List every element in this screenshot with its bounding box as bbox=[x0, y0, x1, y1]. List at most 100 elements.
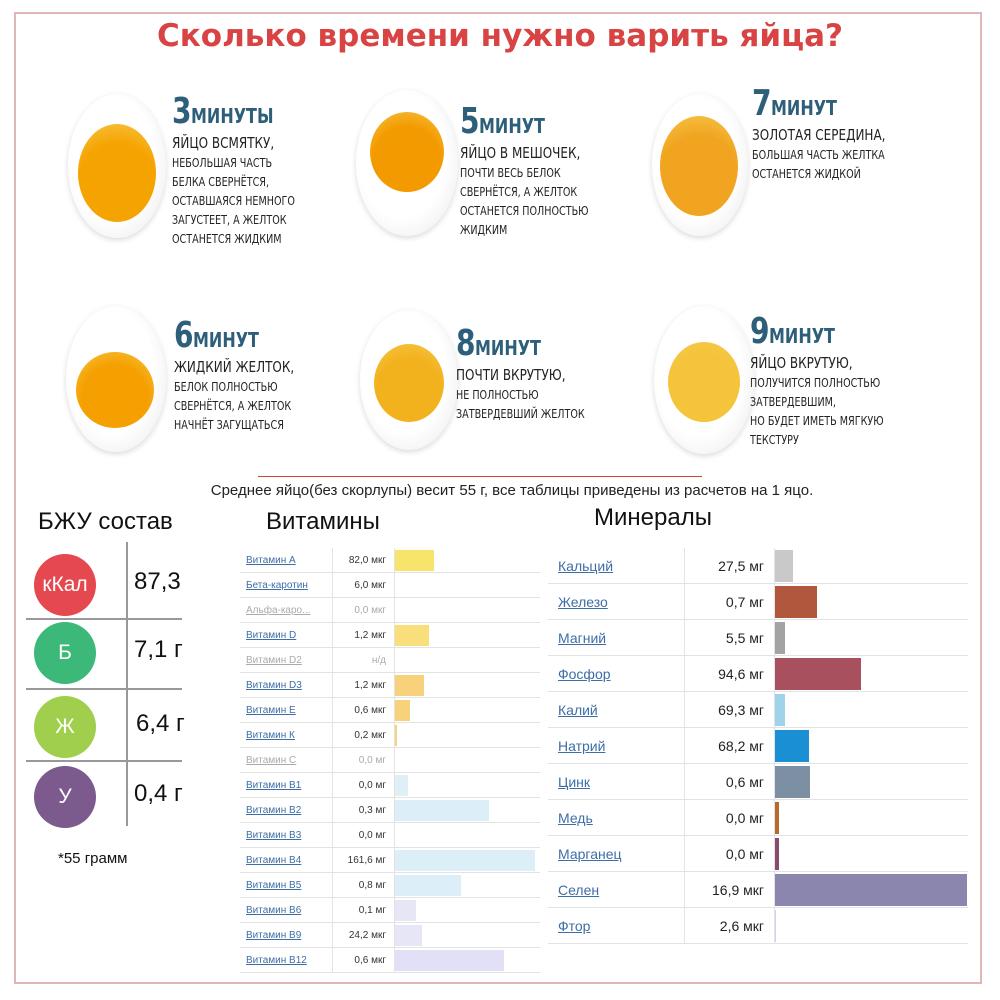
egg-minutes-number: 7 bbox=[752, 83, 772, 124]
vitamins-title: Витамины bbox=[266, 508, 380, 535]
egg-image-8min bbox=[360, 310, 458, 450]
egg-image-5min bbox=[356, 90, 458, 236]
mineral-bar bbox=[775, 694, 785, 726]
mineral-name-link[interactable]: Цинк bbox=[558, 774, 591, 790]
vitamin-name-link[interactable]: Витамин В5 bbox=[246, 880, 302, 891]
cell-separator bbox=[332, 923, 333, 947]
cell-separator bbox=[332, 748, 333, 772]
cell-separator bbox=[394, 873, 395, 897]
cell-separator bbox=[332, 798, 333, 822]
egg-yolk bbox=[374, 344, 444, 422]
vitamin-name-link[interactable]: Витамин С bbox=[246, 755, 297, 766]
vitamin-name-link[interactable]: Бета-каротин bbox=[246, 580, 308, 591]
cell-separator bbox=[332, 573, 333, 597]
vitamin-name-link[interactable]: Витамин D2 bbox=[246, 655, 302, 666]
vitamin-value: 0,0 мг bbox=[358, 755, 386, 766]
vitamin-name-link[interactable]: Витамин D3 bbox=[246, 680, 302, 691]
mineral-value: 68,2 мг bbox=[718, 738, 764, 754]
mineral-name-link[interactable]: Фосфор bbox=[558, 666, 611, 682]
kcal-badge: кКал bbox=[34, 554, 96, 616]
cell-separator bbox=[332, 773, 333, 797]
cell-separator bbox=[332, 623, 333, 647]
egg-image-9min bbox=[654, 306, 754, 454]
vitamin-bar bbox=[395, 775, 408, 796]
egg-headline: ЖИДКИЙ ЖЕЛТОК, bbox=[174, 358, 295, 376]
cell-separator bbox=[394, 673, 395, 697]
cell-separator bbox=[332, 898, 333, 922]
cell-separator bbox=[332, 698, 333, 722]
cell-separator bbox=[684, 800, 685, 835]
vitamin-name-link[interactable]: Витамин К bbox=[246, 730, 295, 741]
cell-separator bbox=[332, 948, 333, 972]
minerals-title: Минералы bbox=[594, 504, 712, 531]
mineral-row: Фосфор 94,6 мг bbox=[548, 656, 968, 692]
mineral-bar bbox=[775, 622, 785, 654]
cell-separator bbox=[774, 872, 775, 907]
egg-text-5min: 5МИНУТ ЯЙЦО В МЕШОЧЕК, ПОЧТИ ВЕСЬ БЕЛОК … bbox=[460, 104, 621, 240]
vitamin-row: Альфа-каро... 0,0 мкг bbox=[240, 598, 540, 623]
cell-separator bbox=[394, 573, 395, 597]
mineral-name-link[interactable]: Железо bbox=[558, 594, 608, 610]
cell-separator bbox=[774, 728, 775, 763]
vitamin-value: 6,0 мкг bbox=[354, 580, 386, 591]
egg-yolk bbox=[78, 124, 156, 222]
egg-minutes-unit: МИНУТ bbox=[769, 324, 836, 348]
cell-separator bbox=[332, 873, 333, 897]
vitamin-row: Витамин D 1,2 мкг bbox=[240, 623, 540, 648]
mineral-name-link[interactable]: Медь bbox=[558, 810, 593, 826]
egg-description: НЕБОЛЬШАЯ ЧАСТЬ БЕЛКА СВЕРНЁТСЯ, ОСТАВША… bbox=[172, 156, 295, 246]
mineral-name-link[interactable]: Натрий bbox=[558, 738, 606, 754]
mineral-row: Селен 16,9 мкг bbox=[548, 872, 968, 908]
vitamin-name-link[interactable]: Витамин В3 bbox=[246, 830, 302, 841]
mineral-name-link[interactable]: Кальций bbox=[558, 558, 614, 574]
vitamin-name-link[interactable]: Витамин В1 bbox=[246, 780, 302, 791]
mineral-name-link[interactable]: Калий bbox=[558, 702, 598, 718]
vitamins-table: Витамин А 82,0 мкг Бета-каротин 6,0 мкг Альф… bbox=[240, 548, 540, 973]
mineral-row: Натрий 68,2 мг bbox=[548, 728, 968, 764]
cell-separator bbox=[774, 836, 775, 871]
average-egg-note: Среднее яйцо(без скорлупы) весит 55 г, в… bbox=[210, 482, 814, 499]
vitamin-name-link[interactable]: Витамин D bbox=[246, 630, 297, 641]
egg-minutes-number: 8 bbox=[456, 323, 476, 364]
bzu-divider bbox=[26, 760, 182, 762]
cell-separator bbox=[774, 800, 775, 835]
vitamin-name-link[interactable]: Витамин В4 bbox=[246, 855, 302, 866]
bzu-title: БЖУ состав bbox=[38, 508, 173, 535]
vitamin-name-link[interactable]: Альфа-каро... bbox=[246, 605, 311, 616]
vitamin-name-link[interactable]: Витамин В12 bbox=[246, 955, 307, 966]
cell-separator bbox=[774, 908, 775, 943]
vitamin-name-link[interactable]: Витамин Е bbox=[246, 705, 296, 716]
vitamin-bar bbox=[395, 900, 416, 921]
protein-value: 7,1 г bbox=[134, 636, 183, 663]
mineral-name-link[interactable]: Фтор bbox=[558, 918, 591, 934]
egg-minutes-unit: МИНУТ bbox=[479, 114, 546, 138]
mineral-row: Железо 0,7 мг bbox=[548, 584, 968, 620]
cell-separator bbox=[684, 584, 685, 619]
vitamin-bar bbox=[395, 700, 410, 721]
mineral-value: 0,0 мг bbox=[725, 846, 764, 862]
cell-separator bbox=[774, 548, 775, 583]
bzu-row-carbs: У 0,4 г bbox=[30, 766, 183, 836]
mineral-row: Марганец 0,0 мг bbox=[548, 836, 968, 872]
vitamin-name-link[interactable]: Витамин В2 bbox=[246, 805, 302, 816]
vitamin-name-link[interactable]: Витамин В6 bbox=[246, 905, 302, 916]
vitamin-row: Бета-каротин 6,0 мкг bbox=[240, 573, 540, 598]
cell-separator bbox=[394, 848, 395, 872]
cell-separator bbox=[774, 692, 775, 727]
cell-separator bbox=[684, 620, 685, 655]
cell-separator bbox=[394, 773, 395, 797]
egg-description: ПОЛУЧИТСЯ ПОЛНОСТЬЮ ЗАТВЕРДЕВШИМ, НО БУД… bbox=[750, 376, 884, 447]
vitamin-name-link[interactable]: Витамин А bbox=[246, 555, 296, 566]
vitamin-value: 0,0 мкг bbox=[354, 605, 386, 616]
cell-separator bbox=[774, 620, 775, 655]
egg-text-8min: 8МИНУТ ПОЧТИ ВКРУТУЮ, НЕ ПОЛНОСТЬЮ ЗАТВЕ… bbox=[456, 326, 617, 424]
vitamin-name-link[interactable]: Витамин В9 bbox=[246, 930, 302, 941]
mineral-name-link[interactable]: Магний bbox=[558, 630, 607, 646]
bzu-footnote: *55 грамм bbox=[58, 850, 128, 867]
mineral-name-link[interactable]: Марганец bbox=[558, 846, 622, 862]
mineral-name-link[interactable]: Селен bbox=[558, 882, 600, 898]
vitamin-row: Витамин D3 1,2 мкг bbox=[240, 673, 540, 698]
cell-separator bbox=[394, 648, 395, 672]
cell-separator bbox=[774, 764, 775, 799]
cell-separator bbox=[684, 908, 685, 943]
